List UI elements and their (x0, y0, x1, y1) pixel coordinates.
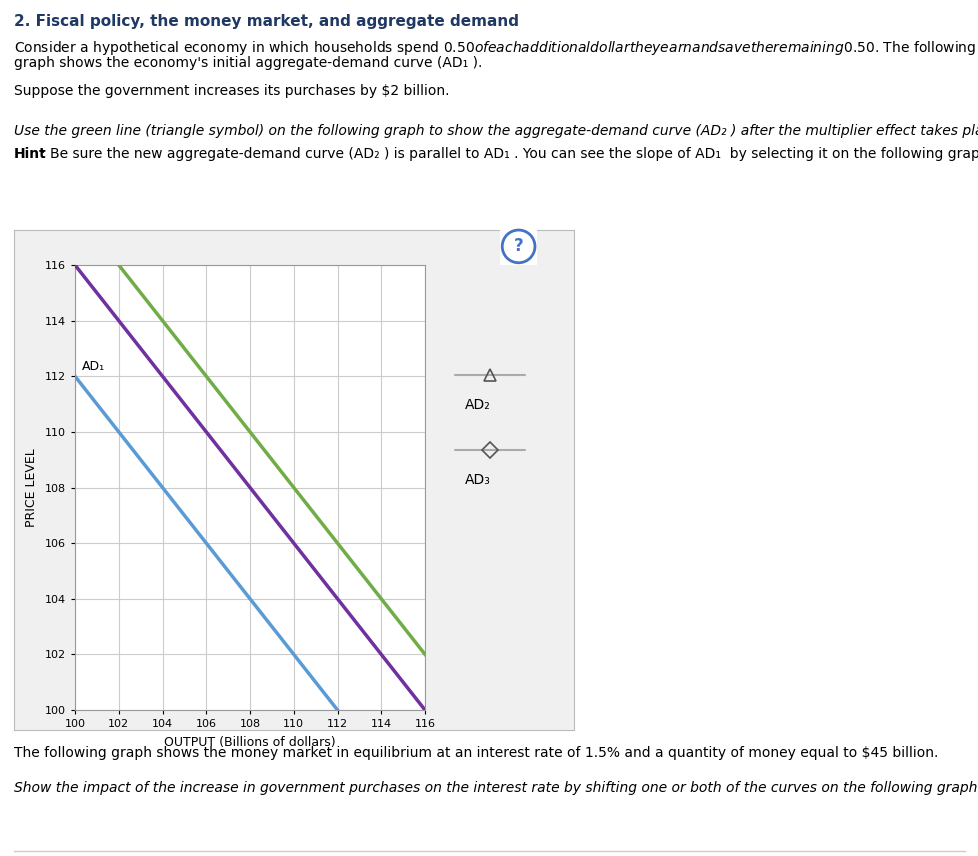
Text: Show the impact of the increase in government purchases on the interest rate by : Show the impact of the increase in gover… (14, 782, 978, 795)
Text: AD₃: AD₃ (465, 473, 490, 487)
Text: : Be sure the new aggregate-demand curve (AD₂ ) is parallel to AD₁ . You can see: : Be sure the new aggregate-demand curve… (41, 147, 978, 161)
Y-axis label: PRICE LEVEL: PRICE LEVEL (24, 449, 38, 527)
Text: AD₂: AD₂ (465, 398, 490, 412)
Text: AD₁: AD₁ (81, 360, 105, 373)
Text: Hint: Hint (14, 147, 47, 161)
Text: 2. Fiscal policy, the money market, and aggregate demand: 2. Fiscal policy, the money market, and … (14, 14, 518, 29)
Text: ?: ? (513, 237, 523, 255)
Text: Suppose the government increases its purchases by $2 billion.: Suppose the government increases its pur… (14, 84, 449, 98)
Text: The following graph shows the money market in equilibrium at an interest rate of: The following graph shows the money mark… (14, 746, 938, 760)
Text: Consider a hypothetical economy in which households spend $0.50 of each addition: Consider a hypothetical economy in which… (14, 39, 975, 57)
Text: Use the green line (triangle symbol) on the following graph to show the aggregat: Use the green line (triangle symbol) on … (14, 124, 978, 138)
X-axis label: OUTPUT (Billions of dollars): OUTPUT (Billions of dollars) (164, 736, 335, 749)
Text: graph shows the economy's initial aggregate-demand curve (AD₁ ).: graph shows the economy's initial aggreg… (14, 56, 482, 70)
